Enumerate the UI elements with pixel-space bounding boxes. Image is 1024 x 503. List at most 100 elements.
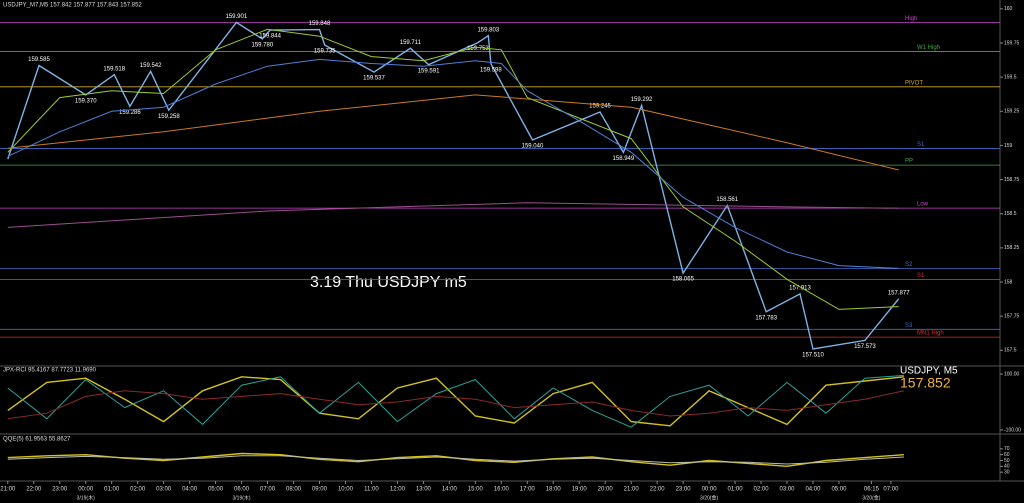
price-label: 159.803 (477, 27, 499, 33)
date-label: 3/20(金) (862, 494, 880, 501)
price-label: 159.591 (418, 68, 440, 74)
x-tick-label: 07:00 (883, 487, 899, 493)
level-label: PP (905, 159, 913, 165)
price-label: 159.040 (522, 144, 544, 150)
x-tick-label: 02:00 (754, 487, 770, 493)
x-tick-label: 08:00 (286, 487, 302, 493)
price-label: 159.844 (259, 34, 281, 40)
y-tick-label: 159 (1004, 143, 1013, 149)
level-label: High (905, 16, 917, 22)
x-tick-label: 20:00 (598, 487, 614, 493)
x-tick-label: 03:00 (156, 487, 172, 493)
level-label: W1 High (917, 45, 940, 51)
price-label: 159.735 (314, 49, 336, 55)
x-tick-label: 04:00 (182, 487, 198, 493)
y-tick-label: 159.5 (1004, 74, 1017, 80)
price-label: 158.949 (613, 156, 635, 162)
level-label: Low (917, 202, 929, 208)
series-line (7, 21, 900, 350)
x-tick-label: 06:15 (864, 487, 880, 493)
y-tick-label: 30 (1004, 469, 1010, 475)
price-label: 159.780 (251, 42, 273, 48)
level-label: S3 (905, 323, 913, 329)
x-tick-label: 02:00 (130, 487, 146, 493)
rci-title: JPX-RCI 95.4167 87.7723 11.9690 (3, 368, 97, 374)
date-label: 3/19(木) (77, 494, 95, 501)
y-tick-label: 157.5 (1004, 348, 1017, 354)
y-tick-label: 158 (1004, 279, 1013, 285)
y-tick-label: 158.25 (1004, 245, 1020, 251)
y-tick-label: -100.00 (1004, 427, 1021, 433)
x-tick-label: 17:00 (520, 487, 536, 493)
y-tick-label: 60 (1004, 452, 1010, 458)
y-tick-label: 100.00 (1004, 371, 1020, 377)
x-tick-label: 19:00 (572, 487, 588, 493)
chart-title: 3.19 Thu USDJPY m5 (310, 274, 467, 291)
symbol-header: USDJPY_M7,M5 157.842 157.877 157.843 157… (3, 3, 142, 9)
price-label: 157.783 (755, 315, 777, 321)
price-label: 159.711 (400, 40, 422, 46)
price-label: 159.292 (631, 97, 653, 103)
x-tick-label: 05:00 (831, 487, 847, 493)
price-label: 157.510 (802, 353, 824, 359)
price-label: 158.065 (672, 277, 694, 283)
price-label: 159.848 (309, 21, 331, 27)
price-label: 159.258 (158, 114, 180, 120)
x-tick-label: 11:00 (364, 487, 379, 493)
x-tick-label: 04:00 (805, 487, 821, 493)
x-tick-label: 18:00 (546, 487, 562, 493)
y-tick-label: 159.25 (1004, 109, 1020, 115)
price-label: 159.585 (28, 57, 50, 63)
price-label: 158.561 (716, 197, 738, 203)
series-line (7, 58, 899, 269)
price-label: 159.518 (103, 66, 125, 72)
level-label: PIVOT (905, 80, 923, 86)
y-tick-label: 50 (1004, 458, 1010, 464)
x-tick-label: 14:00 (442, 487, 458, 493)
series-line (7, 94, 899, 171)
x-tick-label: 13:00 (416, 487, 432, 493)
symbol-label: USDJPY, M5 (900, 366, 958, 377)
y-tick-label: 160 (1004, 6, 1013, 12)
price-label: 159.598 (480, 67, 502, 73)
series-line (7, 455, 904, 465)
price-label: 159.286 (119, 110, 141, 116)
qqe-title: QQE(5) 61.9563 55.8627 (3, 437, 71, 443)
y-tick-label: 158.75 (1004, 177, 1020, 183)
price-label: 159.753 (467, 46, 489, 52)
x-tick-label: 05:00 (208, 487, 224, 493)
x-tick-label: 09:00 (312, 487, 328, 493)
x-tick-label: 22:00 (26, 487, 42, 493)
date-label: 3/20(金) (700, 494, 718, 501)
series-line (7, 202, 899, 228)
series-line (7, 28, 899, 310)
x-tick-label: 22:00 (650, 487, 666, 493)
y-tick-label: 157.75 (1004, 314, 1020, 320)
price-label: 157.913 (789, 286, 811, 292)
price-label: 157.573 (854, 344, 876, 350)
x-tick-label: 06:00 (234, 487, 250, 493)
level-label: S1 (917, 142, 925, 148)
y-tick-label: 70 (1004, 446, 1010, 452)
level-label: S1 (917, 273, 925, 279)
x-tick-label: 03:00 (780, 487, 796, 493)
level-label: S2 (905, 262, 913, 268)
price-label: 157.877 (888, 290, 910, 296)
price-label: 159.901 (226, 14, 248, 20)
x-tick-label: 07:00 (260, 487, 276, 493)
x-tick-label: 01:00 (728, 487, 744, 493)
y-tick-label: 159.75 (1004, 40, 1020, 46)
series-line (7, 390, 905, 420)
x-tick-label: 23:00 (676, 487, 692, 493)
last-price: 157.852 (900, 375, 951, 391)
x-tick-label: 16:00 (494, 487, 510, 493)
y-tick-label: 158.5 (1004, 211, 1017, 217)
x-tick-label: 01:00 (104, 487, 120, 493)
x-tick-label: 21:00 (0, 487, 16, 493)
x-tick-label: 12:00 (390, 487, 406, 493)
price-label: 159.370 (75, 98, 97, 104)
x-tick-label: 21:00 (624, 487, 640, 493)
y-tick-label: 40 (1004, 464, 1010, 470)
x-tick-label: 00:00 (78, 487, 94, 493)
